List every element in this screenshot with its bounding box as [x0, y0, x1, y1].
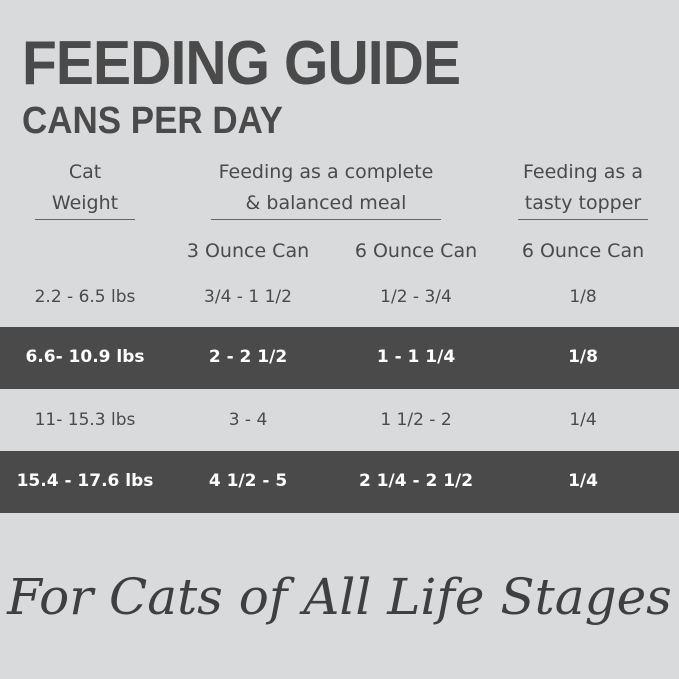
footer-slogan: For Cats of All Life Stages [7, 568, 672, 626]
table-cell: 1/2 - 3/4 [380, 287, 452, 307]
table-cell: 1/8 [568, 347, 598, 367]
table-cell: 1 1/2 - 2 [380, 410, 452, 430]
table-cell: 3/4 - 1 1/2 [204, 287, 292, 307]
group-header: Feeding as a complete & balanced meal [211, 157, 441, 220]
group-header: Feeding as a tasty topper [518, 157, 648, 220]
table-cell: 15.4 - 17.6 lbs [16, 471, 154, 491]
table-cell: 3 - 4 [228, 410, 268, 430]
subtitle: CANS PER DAY [22, 100, 283, 142]
table-cell: 1/4 [568, 471, 598, 491]
table-cell: 4 1/2 - 5 [208, 471, 288, 491]
title: FEEDING GUIDE [22, 29, 461, 98]
row-band [0, 327, 679, 389]
group-header: Cat Weight [35, 157, 135, 220]
table-cell: 1/8 [569, 287, 597, 307]
table-cell: 2 - 2 1/2 [208, 347, 288, 367]
table-cell: 1/4 [569, 410, 597, 430]
table-cell: 1 - 1 1/4 [376, 347, 456, 367]
row-band [0, 451, 679, 513]
table-cell: 2 1/4 - 2 1/2 [358, 471, 474, 491]
sub-header: 3 Ounce Can [186, 240, 310, 262]
table-cell: 6.6- 10.9 lbs [25, 347, 145, 367]
table-cell: 11- 15.3 lbs [34, 410, 136, 430]
table-cell: 2.2 - 6.5 lbs [34, 287, 136, 307]
sub-header: 6 Ounce Can [521, 240, 645, 262]
sub-header: 6 Ounce Can [354, 240, 478, 262]
